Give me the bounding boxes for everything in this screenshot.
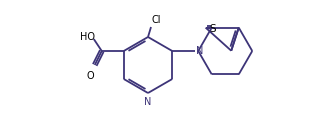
Text: N: N bbox=[196, 46, 203, 56]
Text: HO: HO bbox=[80, 32, 95, 42]
Text: S: S bbox=[210, 24, 216, 34]
Text: Cl: Cl bbox=[151, 15, 160, 25]
Text: O: O bbox=[87, 71, 95, 81]
Text: N: N bbox=[144, 97, 152, 107]
